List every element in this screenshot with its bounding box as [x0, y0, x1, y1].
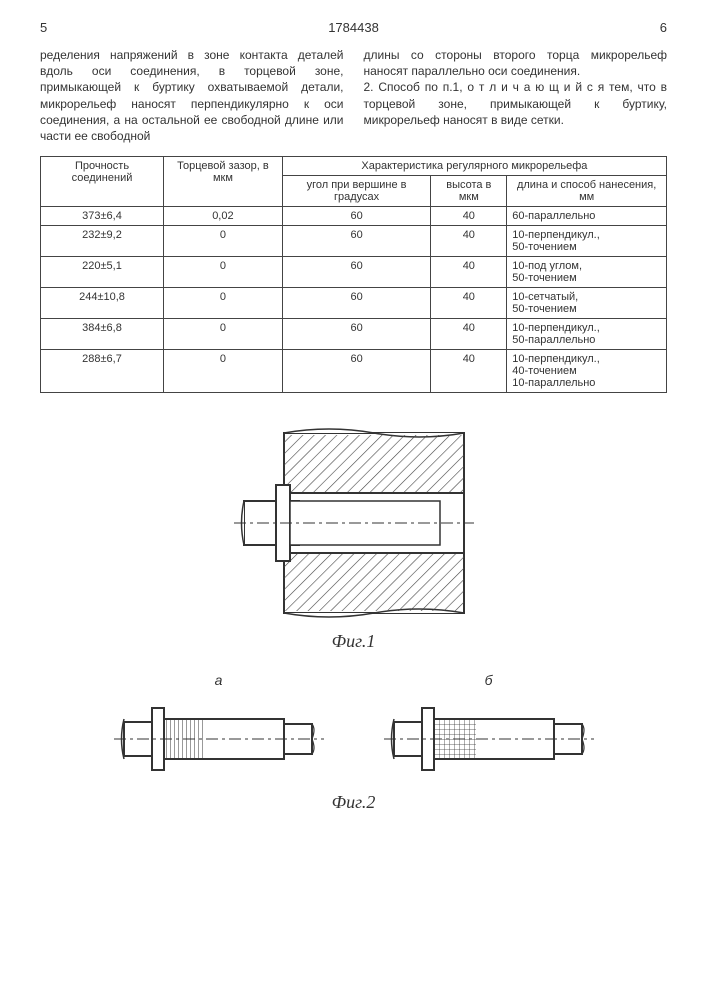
th-angle: угол при вершине в градусах — [282, 176, 431, 207]
table-cell: 60 — [282, 319, 431, 350]
table-cell: 40 — [431, 226, 507, 257]
figure-2a-svg — [114, 694, 324, 784]
figure-2-label: Фиг.2 — [40, 792, 667, 813]
table-cell: 0 — [164, 226, 283, 257]
th-gap: Торцевой зазор, в мкм — [164, 157, 283, 207]
table-cell: 232±9,2 — [41, 226, 164, 257]
table-row: 220±5,10604010-под углом, 50-точением — [41, 257, 667, 288]
table-row: 288±6,70604010-перпендикул., 40-точением… — [41, 350, 667, 393]
table-cell: 60 — [282, 257, 431, 288]
page-num-left: 5 — [40, 20, 47, 43]
table-cell: 60-параллельно — [507, 207, 667, 226]
table-cell: 0 — [164, 319, 283, 350]
figure-1-label: Фиг.1 — [40, 631, 667, 652]
table-cell: 60 — [282, 207, 431, 226]
th-strength: Прочность соединений — [41, 157, 164, 207]
table-cell: 10-под углом, 50-точением — [507, 257, 667, 288]
table-cell: 373±6,4 — [41, 207, 164, 226]
table-cell: 220±5,1 — [41, 257, 164, 288]
table-cell: 10-перпендикул., 50-параллельно — [507, 319, 667, 350]
table-cell: 244±10,8 — [41, 288, 164, 319]
data-table: Прочность соединений Торцевой зазор, в м… — [40, 156, 667, 393]
table-cell: 384±6,8 — [41, 319, 164, 350]
table-row: 384±6,80604010-перпендикул., 50-параллел… — [41, 319, 667, 350]
th-group: Характеристика регулярного микрорельефа — [282, 157, 666, 176]
figure-1-svg — [224, 423, 484, 623]
table-cell: 40 — [431, 257, 507, 288]
figure-2a: а — [114, 672, 324, 784]
table-cell: 0,02 — [164, 207, 283, 226]
table-cell: 40 — [431, 207, 507, 226]
table-row: 232±9,20604010-перпендикул., 50-точением — [41, 226, 667, 257]
doc-number: 1784438 — [328, 20, 379, 35]
figure-2: а — [40, 672, 667, 813]
table-cell: 10-сетчатый, 50-точением — [507, 288, 667, 319]
figure-2b: б — [384, 672, 594, 784]
table-cell: 60 — [282, 226, 431, 257]
table-cell: 40 — [431, 350, 507, 393]
table-row: 244±10,80604010-сетчатый, 50-точением — [41, 288, 667, 319]
figure-2a-label: а — [114, 672, 324, 688]
figure-2b-label: б — [384, 672, 594, 688]
table-row: 373±6,40,02604060-параллельно — [41, 207, 667, 226]
table-cell: 288±6,7 — [41, 350, 164, 393]
th-height: высота в мкм — [431, 176, 507, 207]
text-columns: ределения напряжений в зоне контакта дет… — [40, 47, 667, 144]
table-cell: 60 — [282, 350, 431, 393]
table-cell: 10-перпендикул., 40-точением 10-параллел… — [507, 350, 667, 393]
page-num-right: 6 — [660, 20, 667, 43]
table-cell: 0 — [164, 257, 283, 288]
table-cell: 0 — [164, 288, 283, 319]
figure-2b-svg — [384, 694, 594, 784]
table-cell: 40 — [431, 288, 507, 319]
table-cell: 0 — [164, 350, 283, 393]
th-length: длина и способ нанесения, мм — [507, 176, 667, 207]
left-column-text: ределения напряжений в зоне контакта дет… — [40, 47, 344, 144]
table-cell: 60 — [282, 288, 431, 319]
table-cell: 40 — [431, 319, 507, 350]
right-column-text: длины со стороны второго торца микрорель… — [364, 47, 668, 144]
figure-1: Фиг.1 — [40, 423, 667, 652]
table-cell: 10-перпендикул., 50-точением — [507, 226, 667, 257]
